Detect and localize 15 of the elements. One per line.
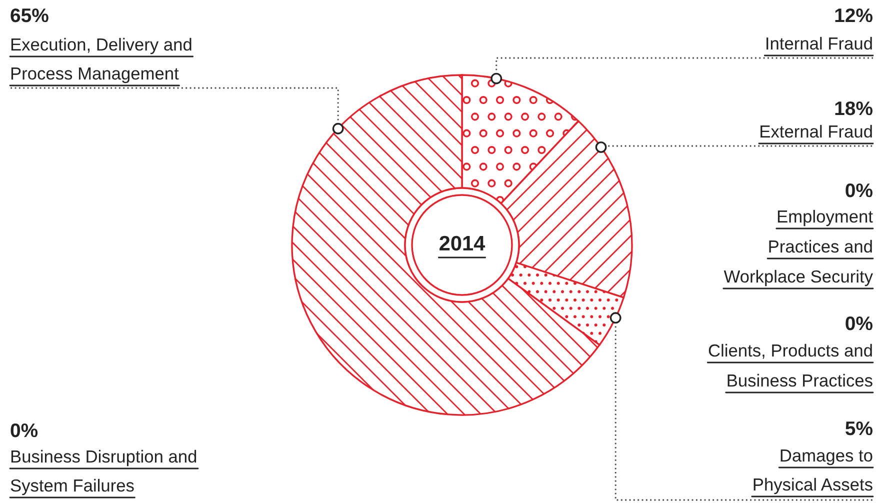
text: 0%	[846, 316, 872, 330]
category-label: Employment Practices and Workplace Security	[724, 210, 873, 286]
data-label: 65%	[10, 8, 48, 22]
text: 0%	[846, 183, 872, 198]
data-label: 5%	[845, 422, 872, 436]
text: 0%	[10, 423, 38, 438]
slice-label: Damages to Physical Assets	[754, 450, 872, 494]
data-label: 12%	[835, 8, 872, 22]
slice-label: External Fraud	[760, 124, 872, 138]
text: 2014	[440, 236, 486, 251]
slice-label: Execution, Delivery and Process Management	[11, 38, 192, 84]
category-label: Business Disruption and System Failures	[10, 450, 196, 496]
category-label: Clients, Products and Business Practices	[708, 344, 872, 387]
slice-label: Internal Fraud	[766, 36, 872, 50]
data-label: 18%	[835, 101, 872, 116]
